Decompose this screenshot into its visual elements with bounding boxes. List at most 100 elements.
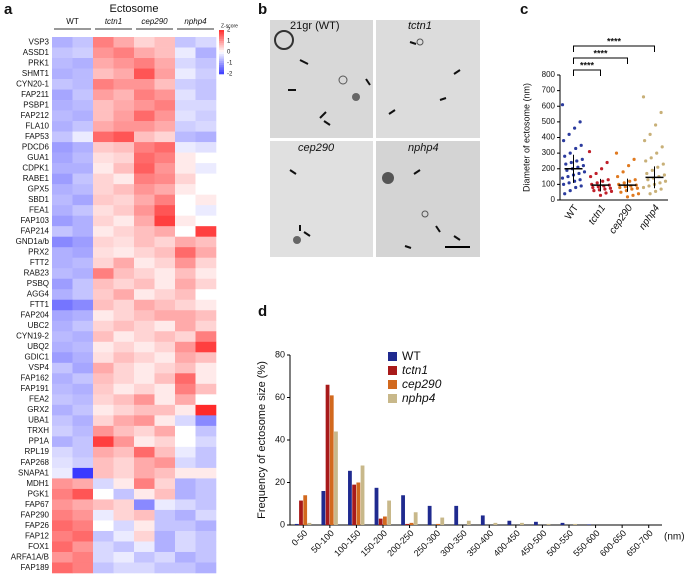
heat-cell bbox=[154, 362, 176, 374]
heat-cell bbox=[72, 184, 94, 195]
micrograph-label: tctn1 bbox=[408, 20, 432, 32]
group-label: cep290 bbox=[141, 17, 168, 26]
heat-cell bbox=[134, 425, 155, 437]
heat-cell bbox=[113, 268, 135, 280]
dot bbox=[562, 182, 566, 186]
dot bbox=[567, 181, 571, 185]
heat-cell bbox=[175, 404, 196, 416]
heat-cell bbox=[175, 436, 196, 448]
heat-cell bbox=[154, 310, 176, 322]
heat-cell bbox=[175, 415, 196, 427]
heat-cell bbox=[134, 467, 155, 479]
heat-cell bbox=[175, 142, 196, 153]
heat-cell bbox=[72, 47, 94, 59]
heat-cell bbox=[195, 100, 217, 111]
legend-label: nphp4 bbox=[402, 391, 436, 405]
micrographs: 21gr (WT) tctn1 cep290 nphp4 bbox=[270, 20, 480, 257]
colorbar-step bbox=[219, 30, 224, 33]
dot bbox=[581, 164, 586, 168]
row-label: CDPK1 bbox=[22, 163, 49, 172]
bar bbox=[334, 431, 338, 525]
row-label: ARFA1A/B bbox=[11, 552, 49, 561]
y-tick-label: 0 bbox=[551, 195, 556, 204]
heat-cell bbox=[175, 562, 196, 574]
heat-cell bbox=[175, 446, 196, 458]
dot bbox=[580, 157, 584, 161]
x-tick-label: 500-550 bbox=[545, 528, 575, 558]
bar bbox=[378, 518, 383, 525]
bar bbox=[299, 500, 303, 525]
heat-cell bbox=[113, 425, 135, 437]
dot bbox=[609, 189, 614, 194]
bar bbox=[587, 524, 591, 525]
heat-cell bbox=[72, 520, 94, 532]
heat-cell bbox=[113, 341, 135, 353]
heat-cell bbox=[113, 404, 135, 416]
heat-cell bbox=[93, 194, 114, 206]
dot bbox=[568, 151, 572, 155]
heat-cell bbox=[195, 236, 217, 248]
heat-cell bbox=[52, 58, 73, 69]
x-tick-label: 200-250 bbox=[385, 528, 415, 558]
heat-cell bbox=[195, 163, 217, 174]
x-tick-label: 450-500 bbox=[518, 528, 548, 558]
heat-cell bbox=[113, 68, 135, 80]
heat-cell bbox=[113, 509, 135, 521]
heat-cell bbox=[134, 236, 155, 248]
heat-cell bbox=[113, 467, 135, 479]
heat-cell bbox=[175, 457, 196, 469]
heat-cell bbox=[175, 541, 196, 553]
heat-cell bbox=[154, 373, 176, 385]
heat-cell bbox=[175, 383, 196, 395]
heat-cell bbox=[72, 530, 94, 542]
heat-cell bbox=[113, 110, 135, 122]
dot bbox=[562, 139, 566, 143]
heat-cell bbox=[175, 373, 196, 385]
heat-cell bbox=[134, 173, 155, 185]
row-label: UBC2 bbox=[28, 321, 50, 330]
heat-cell bbox=[113, 152, 135, 164]
heat-cell bbox=[93, 373, 114, 385]
heat-cell bbox=[195, 184, 217, 195]
heat-cell bbox=[154, 173, 176, 185]
dot bbox=[608, 186, 613, 190]
micrograph-label: 21gr (WT) bbox=[290, 20, 340, 32]
heat-cell bbox=[72, 257, 94, 269]
heat-cell bbox=[52, 488, 73, 500]
colorbar-step bbox=[219, 60, 224, 64]
heat-cell bbox=[52, 299, 73, 311]
micrograph bbox=[376, 141, 480, 257]
heat-cell bbox=[175, 478, 196, 490]
heat-cell bbox=[113, 100, 135, 111]
heat-cell bbox=[93, 499, 114, 511]
colorbar-step bbox=[219, 52, 224, 55]
heat-cell bbox=[175, 520, 196, 532]
bar bbox=[409, 522, 414, 525]
heat-cell bbox=[93, 320, 114, 332]
dot bbox=[591, 185, 595, 190]
micrograph bbox=[270, 141, 373, 257]
heat-cell bbox=[113, 530, 135, 542]
bar bbox=[405, 523, 410, 525]
heat-cell bbox=[52, 436, 73, 448]
heat-cell bbox=[134, 320, 155, 332]
heat-cell bbox=[154, 530, 176, 542]
x-tick-label: 400-450 bbox=[492, 528, 522, 558]
bar bbox=[427, 505, 432, 525]
heat-cell bbox=[154, 299, 176, 311]
colorbar-step bbox=[219, 63, 224, 66]
heat-cell bbox=[154, 37, 176, 48]
heat-cell bbox=[134, 541, 155, 553]
heat-cell bbox=[134, 289, 155, 301]
heat-cell bbox=[195, 110, 217, 122]
heat-cell bbox=[52, 530, 73, 542]
heat-cell bbox=[113, 331, 135, 343]
dot bbox=[623, 185, 627, 189]
bar bbox=[325, 384, 330, 525]
heat-cell bbox=[52, 446, 73, 458]
y-tick-label: 600 bbox=[542, 101, 556, 110]
heat-cell bbox=[93, 509, 114, 521]
micrograph-label: cep290 bbox=[298, 142, 335, 154]
heat-cell bbox=[195, 268, 217, 280]
heat-cell bbox=[154, 478, 176, 490]
